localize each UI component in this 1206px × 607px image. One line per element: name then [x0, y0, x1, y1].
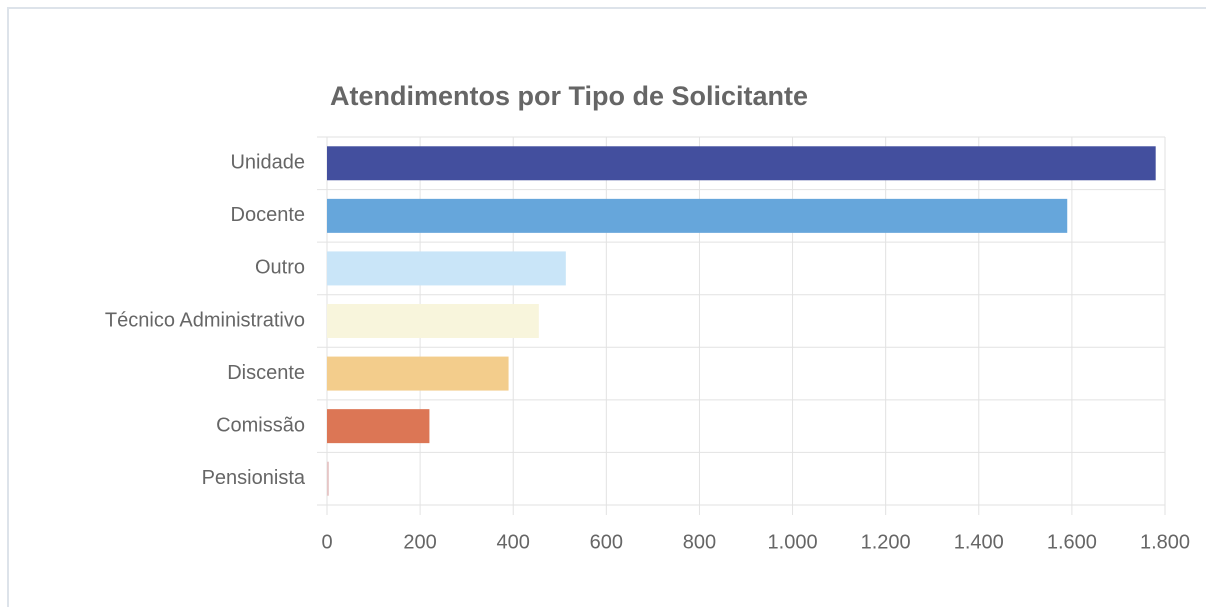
x-tick-label: 1.400 — [954, 531, 1004, 553]
chart-title: Atendimentos por Tipo de Solicitante — [330, 81, 808, 111]
x-tick-label: 0 — [321, 531, 332, 553]
bar — [327, 461, 329, 496]
y-tick-label: Docente — [231, 204, 306, 226]
x-tick-label: 600 — [590, 531, 623, 553]
x-tick-label: 800 — [683, 531, 716, 553]
bar — [327, 146, 1156, 181]
x-tick-label: 400 — [497, 531, 530, 553]
bar — [327, 251, 566, 286]
y-tick-label: Pensionista — [202, 467, 306, 489]
bar — [327, 409, 430, 444]
x-tick-label: 200 — [403, 531, 436, 553]
bar — [327, 356, 509, 391]
x-tick-label: 1.800 — [1140, 531, 1190, 553]
card-border — [7, 7, 1206, 607]
y-tick-label: Técnico Administrativo — [105, 309, 305, 331]
y-tick-label: Outro — [255, 257, 305, 279]
x-tick-label: 1.600 — [1047, 531, 1097, 553]
y-tick-label: Unidade — [230, 152, 305, 174]
y-tick-label: Comissão — [216, 414, 305, 436]
y-tick-label: Discente — [227, 362, 305, 384]
bar — [327, 198, 1068, 233]
bar — [327, 304, 539, 338]
x-tick-label: 1.200 — [861, 531, 911, 553]
x-tick-label: 1.000 — [768, 531, 818, 553]
